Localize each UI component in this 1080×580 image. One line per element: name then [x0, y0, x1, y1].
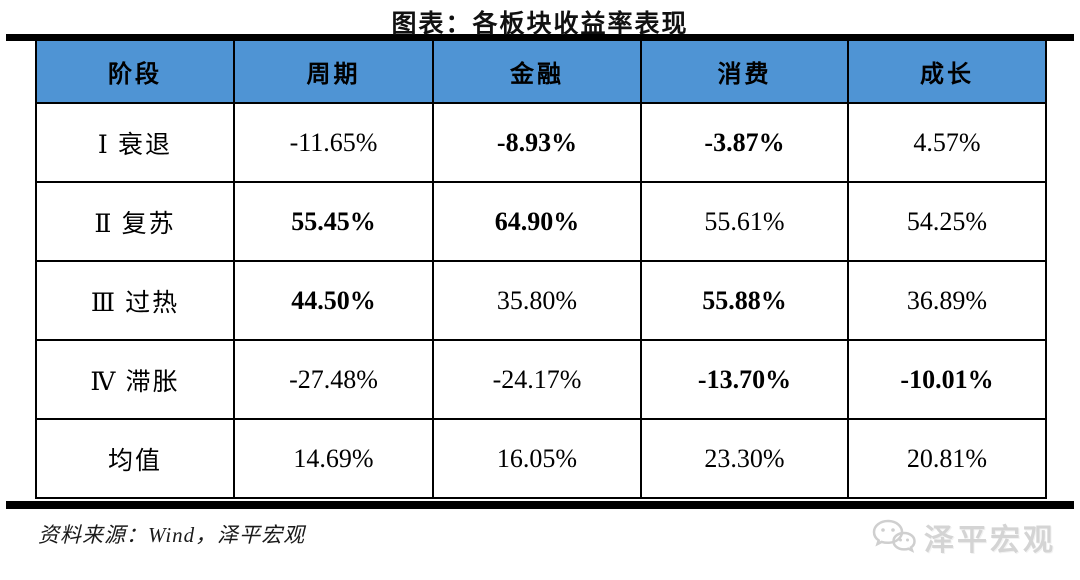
cell-value: 16.05%	[432, 418, 642, 499]
bottom-rule	[6, 501, 1074, 509]
row-label: Ⅱ 复苏	[35, 181, 235, 262]
cell-value: -27.48%	[233, 339, 434, 420]
cell-value: -11.65%	[233, 102, 434, 183]
cell-value: 54.25%	[847, 181, 1047, 262]
returns-table: 阶段 周期 金融 消费 成长 Ⅰ 衰退 -11.65% -8.93% -3.87…	[35, 41, 1047, 499]
cell-value: -13.70%	[640, 339, 849, 420]
table-row: 均值 14.69% 16.05% 23.30% 20.81%	[35, 418, 1047, 499]
cell-value: 64.90%	[432, 181, 642, 262]
table-row: Ⅱ 复苏 55.45% 64.90% 55.61% 54.25%	[35, 181, 1047, 262]
row-label: Ⅰ 衰退	[35, 102, 235, 183]
header-phase: 阶段	[35, 41, 235, 104]
table-header: 阶段 周期 金融 消费 成长	[35, 41, 1047, 104]
cell-value: 14.69%	[233, 418, 434, 499]
top-rule	[6, 34, 1074, 41]
cell-value: -8.93%	[432, 102, 642, 183]
figure-title: 图表：各板块收益率表现	[391, 11, 689, 38]
row-label: Ⅲ 过热	[35, 260, 235, 341]
cell-value: 4.57%	[847, 102, 1047, 183]
header-consumer: 消费	[640, 41, 849, 104]
cell-value: 35.80%	[432, 260, 642, 341]
cell-value: 36.89%	[847, 260, 1047, 341]
brand-watermark: 泽平宏观	[872, 515, 1070, 559]
cell-value: 23.30%	[640, 418, 849, 499]
row-label: Ⅳ 滞胀	[35, 339, 235, 420]
cell-value: -3.87%	[640, 102, 849, 183]
cell-value: 55.45%	[233, 181, 434, 262]
watermark-label: 泽平宏观	[924, 524, 1056, 557]
cell-value: 44.50%	[233, 260, 434, 341]
table-row: Ⅲ 过热 44.50% 35.80% 55.88% 36.89%	[35, 260, 1047, 341]
cell-value: 20.81%	[847, 418, 1047, 499]
table-row: Ⅰ 衰退 -11.65% -8.93% -3.87% 4.57%	[35, 102, 1047, 183]
header-financial: 金融	[432, 41, 642, 104]
figure-footer: 资料来源：Wind，泽平宏观 泽平宏观	[0, 509, 1080, 559]
cell-value: 55.88%	[640, 260, 849, 341]
cell-value: 55.61%	[640, 181, 849, 262]
header-growth: 成长	[847, 41, 1047, 104]
wechat-icon	[872, 519, 916, 555]
source-note: 资料来源：Wind，泽平宏观	[38, 523, 306, 547]
cell-value: -24.17%	[432, 339, 642, 420]
header-cyclical: 周期	[233, 41, 434, 104]
table-row: Ⅳ 滞胀 -27.48% -24.17% -13.70% -10.01%	[35, 339, 1047, 420]
row-label: 均值	[35, 418, 235, 499]
cell-value: -10.01%	[847, 339, 1047, 420]
